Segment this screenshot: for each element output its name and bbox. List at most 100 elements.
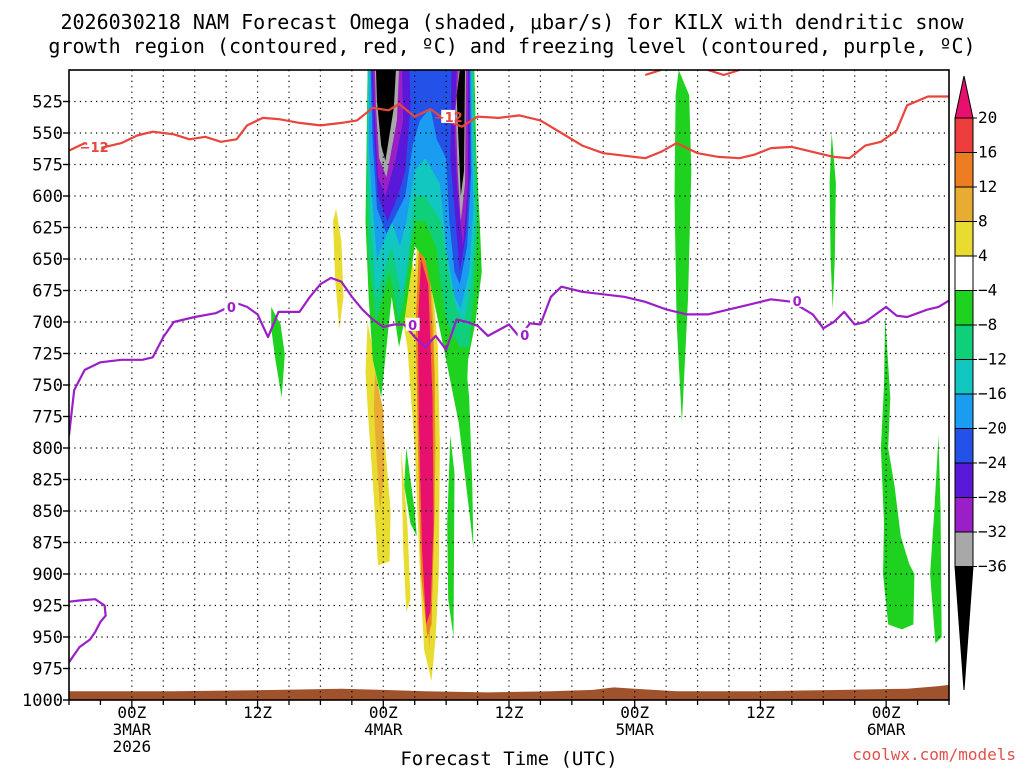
y-tick-label-775: 775	[32, 408, 63, 428]
colorbar-bin-11	[954, 462, 974, 498]
colorbar-label-7: −12	[978, 350, 1007, 369]
x-tick-label-48-1: 5MAR	[615, 720, 654, 739]
y-tick-label-875: 875	[32, 534, 63, 554]
colorbar-under-arrow	[954, 566, 974, 691]
contour-label-0-a-bg	[224, 300, 239, 314]
omega-region-8	[404, 448, 417, 537]
x-tick-label-12-0: 12Z	[243, 703, 272, 722]
colorbar-bin-5	[954, 255, 974, 291]
x-tick-label-36-0: 12Z	[495, 703, 524, 722]
colorbar-label-8: −16	[978, 384, 1007, 403]
colorbar-bin-8	[954, 359, 974, 395]
y-tick-label-650: 650	[32, 250, 63, 270]
colorbar-bin-4	[954, 221, 974, 257]
x-tick-label-48-0: 00Z	[620, 703, 649, 722]
y-tick-label-525: 525	[32, 93, 63, 113]
colorbar-over-arrow	[954, 75, 974, 119]
chart-title-line2: growth region (contoured, red, ºC) and f…	[48, 34, 975, 58]
colorbar-label-5: −4	[978, 281, 997, 300]
omega-region-16	[417, 259, 434, 625]
colorbar: 20 16 12 8 4 −4 −8 −12 −16 −20 −24 −28 −32 −36	[954, 75, 1007, 691]
x-tick-label-0-0: 00Z	[117, 703, 146, 722]
omega-region-5	[880, 315, 915, 630]
omega-shaded-layer	[271, 70, 942, 682]
omega-region-6	[930, 435, 942, 644]
y-tick-label-850: 850	[32, 502, 63, 522]
colorbar-label-11: −28	[978, 488, 1007, 507]
x-tick-label-72-0: 00Z	[872, 703, 901, 722]
x-tick-label-60-0: 12Z	[746, 703, 775, 722]
y-tick-label-800: 800	[32, 439, 63, 459]
contour-label-m12-a: −12	[80, 141, 109, 156]
omega-region-11	[401, 448, 411, 612]
colorbar-bin-7	[954, 324, 974, 360]
contour-label-0-d-bg	[790, 293, 805, 307]
colorbar-label-10: −24	[978, 453, 1007, 472]
colorbar-label-6: −8	[978, 315, 997, 334]
contour-label-0-b: 0	[408, 319, 417, 334]
colorbar-bin-12	[954, 497, 974, 533]
colorbar-bin-10	[954, 428, 974, 464]
colorbar-bin-1	[954, 117, 974, 153]
omega-region-4	[829, 133, 836, 310]
colorbar-bin-3	[954, 186, 974, 222]
colorbar-label-13: −36	[978, 557, 1007, 576]
omega-region-12	[373, 372, 385, 511]
x-tick-label-0-2: 2026	[113, 737, 152, 756]
colorbar-label-9: −20	[978, 419, 1007, 438]
contour-freezing_level_lower	[69, 598, 107, 663]
y-tick-label-950: 950	[32, 628, 63, 648]
contour-label-0-a: 0	[227, 301, 236, 316]
omega-region-2	[333, 208, 344, 330]
x-tick-label-0-1: 3MAR	[113, 720, 152, 739]
terrain-surface-layer	[69, 684, 949, 700]
y-tick-label-550: 550	[32, 124, 63, 144]
x-tick-label-24-0: 00Z	[369, 703, 398, 722]
contour-label-m12-b: −12	[434, 111, 463, 126]
y-tick-label-575: 575	[32, 156, 63, 176]
omega-region-9	[447, 435, 455, 637]
dotted-grid	[69, 70, 949, 700]
contour-label-m12-b-bg	[441, 109, 456, 123]
contour-dgz_minus12	[69, 95, 949, 160]
colorbar-label-3: 8	[978, 212, 988, 231]
credit-text: coolwx.com/models	[852, 745, 1016, 764]
y-tick-label-1000: 1000	[22, 691, 63, 711]
colorbar-label-1: 16	[978, 143, 997, 162]
y-tick-label-750: 750	[32, 376, 63, 396]
y-tick-label-625: 625	[32, 219, 63, 239]
colorbar-bin-2	[954, 152, 974, 188]
x-tick-label-72-1: 6MAR	[867, 720, 906, 739]
colorbar-bin-13	[954, 531, 974, 567]
chart-title-line1: 2026030218 NAM Forecast Omega (shaded, μ…	[60, 10, 964, 34]
contour-dgz_minus12_top	[644, 70, 662, 77]
colorbar-bin-6	[954, 290, 974, 326]
colorbar-label-2: 12	[978, 177, 997, 196]
y-axis-ticks: 525 550 575 600 625 650 675 700 725 750 775 800 825 8…	[22, 93, 69, 711]
colorbar-label-12: −32	[978, 522, 1007, 541]
contour-dgz_minus12_top2	[707, 70, 740, 77]
contour-label-0-c-bg	[517, 327, 532, 341]
y-tick-label-675: 675	[32, 282, 63, 302]
y-tick-label-900: 900	[32, 565, 63, 585]
contour-label-0-c: 0	[520, 329, 529, 344]
x-tick-label-24-1: 4MAR	[364, 720, 403, 739]
y-tick-label-825: 825	[32, 471, 63, 491]
y-tick-label-700: 700	[32, 313, 63, 333]
colorbar-label-4: 4	[978, 246, 988, 265]
omega-region-1	[271, 306, 285, 398]
omega-region-3	[674, 70, 692, 423]
contour-label-m12-a-bg	[87, 140, 102, 154]
omega-region-28	[376, 70, 396, 161]
contour-label-0-d: 0	[793, 295, 802, 310]
terrain-surface	[69, 684, 949, 700]
contour-layer: −12 −12 0 0 0 0	[69, 70, 949, 663]
x-axis-label: Forecast Time (UTC)	[400, 748, 617, 768]
y-tick-label-975: 975	[32, 660, 63, 680]
colorbar-bin-9	[954, 393, 974, 429]
y-tick-label-725: 725	[32, 345, 63, 365]
y-tick-label-925: 925	[32, 597, 63, 617]
colorbar-label-0: 20	[978, 108, 997, 127]
